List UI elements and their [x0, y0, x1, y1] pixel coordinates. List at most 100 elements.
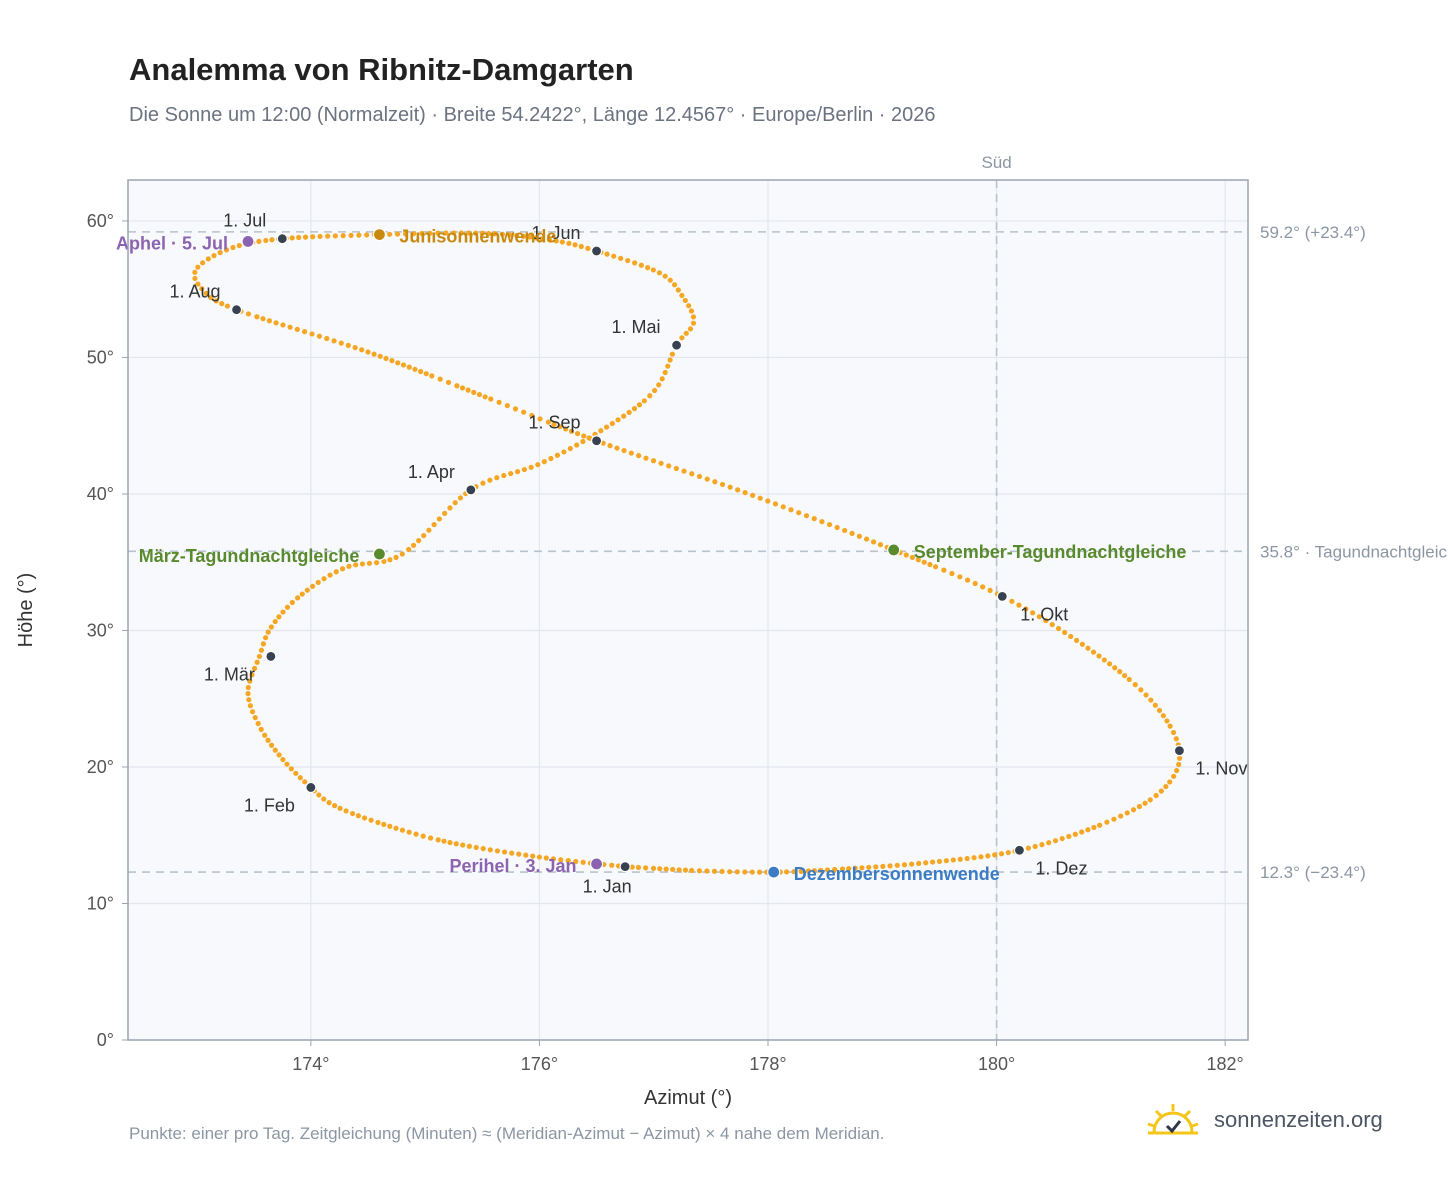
- daily-sun-position: [650, 865, 657, 871]
- daily-sun-position: [471, 389, 477, 395]
- daily-sun-position: [1074, 637, 1080, 643]
- daily-sun-position: [636, 453, 642, 459]
- daily-sun-position: [909, 554, 915, 561]
- daily-sun-position: [315, 579, 321, 586]
- daily-sun-position: [1049, 621, 1055, 628]
- daily-sun-position: [487, 847, 493, 853]
- daily-sun-position: [411, 231, 417, 237]
- south-label: Süd: [981, 153, 1011, 172]
- daily-sun-position: [492, 231, 498, 237]
- daily-sun-position: [1163, 783, 1169, 790]
- special-point-label: Dezembersonnenwende: [794, 864, 1000, 884]
- daily-sun-position: [877, 542, 884, 548]
- daily-sun-position: [530, 853, 536, 859]
- daily-sun-position: [565, 858, 571, 864]
- daily-sun-position: [950, 857, 956, 863]
- daily-sun-position: [811, 868, 818, 874]
- daily-sun-position: [223, 247, 230, 253]
- daily-sun-position: [719, 481, 726, 488]
- daily-sun-position: [681, 468, 687, 474]
- daily-sun-position: [507, 232, 513, 238]
- daily-sun-position: [818, 867, 824, 873]
- y-tick-label: 30°: [87, 620, 114, 640]
- daily-sun-position: [340, 233, 346, 239]
- daily-sun-position: [406, 829, 412, 835]
- daily-sun-position: [529, 412, 535, 419]
- month-marker: [1173, 745, 1186, 757]
- daily-sun-position: [402, 231, 409, 237]
- y-axis-label: Höhe (°): [15, 573, 37, 648]
- daily-sun-position: [1104, 819, 1110, 825]
- daily-sun-position: [466, 843, 472, 849]
- daily-sun-position: [626, 409, 632, 416]
- daily-sun-position: [978, 854, 984, 860]
- daily-sun-position: [337, 805, 343, 811]
- daily-sun-position: [230, 244, 236, 251]
- daily-sun-position: [1052, 838, 1059, 844]
- daily-sun-position: [628, 450, 634, 456]
- daily-sun-position: [254, 314, 260, 320]
- daily-sun-position: [1043, 618, 1049, 624]
- daily-sun-position: [406, 546, 412, 553]
- daily-sun-position: [208, 295, 214, 301]
- daily-sun-position: [333, 569, 339, 575]
- daily-sun-position: [949, 570, 955, 577]
- daily-sun-position: [521, 409, 527, 415]
- daily-sun-position: [1147, 797, 1153, 803]
- daily-sun-position: [581, 433, 587, 439]
- daily-sun-position: [927, 561, 933, 568]
- daily-sun-position: [466, 230, 472, 236]
- daily-sun-position: [460, 842, 466, 848]
- daily-sun-position: [331, 803, 338, 809]
- daily-sun-position: [636, 402, 643, 408]
- daily-sun-position: [798, 868, 804, 874]
- daily-sun-position: [568, 428, 575, 434]
- daily-sun-position: [909, 861, 915, 867]
- daily-sun-position: [880, 863, 886, 869]
- y-tick-label: 0°: [97, 1030, 114, 1050]
- daily-sun-position: [621, 413, 627, 419]
- daily-sun-position: [618, 255, 624, 261]
- special-points: Junisonnenwende Dezembersonnenwende März-T…: [116, 227, 1186, 884]
- daily-sun-position: [1173, 736, 1179, 742]
- daily-sun-position: [421, 532, 427, 539]
- daily-sun-position: [819, 519, 825, 525]
- daily-sun-position: [514, 232, 520, 239]
- daily-sun-position: [943, 858, 949, 864]
- daily-sun-position: [667, 277, 673, 283]
- daily-sun-position: [205, 256, 211, 262]
- daily-sun-position: [339, 566, 346, 572]
- daily-sun-position: [289, 235, 295, 241]
- daily-sun-position: [1142, 800, 1148, 806]
- daily-sun-position: [381, 821, 387, 827]
- daily-sun-position: [987, 587, 993, 593]
- daily-sun-position: [1085, 645, 1091, 651]
- daily-sun-position: [870, 539, 877, 545]
- daily-sun-position: [272, 747, 278, 753]
- daily-sun-position: [842, 527, 848, 534]
- daily-sun-position: [631, 406, 638, 412]
- daily-sun-position: [985, 853, 991, 859]
- daily-sun-position: [420, 833, 426, 839]
- brand[interactable]: sonnenzeiten.org: [1146, 1102, 1383, 1138]
- daily-sun-position: [509, 850, 515, 856]
- brand-name: sonnenzeiten.org: [1214, 1107, 1383, 1132]
- daily-sun-position: [873, 864, 879, 870]
- axes: 174° 176° 178° 180° 182° 0° 10° 20° 30° 40° 50° 60°: [87, 211, 1244, 1074]
- daily-sun-position: [839, 866, 846, 872]
- daily-sun-position: [247, 678, 253, 684]
- daily-sun-position: [452, 500, 458, 506]
- daily-sun-position: [1101, 657, 1107, 663]
- daily-sun-position: [246, 697, 252, 703]
- analemma-curve: [192, 230, 1183, 875]
- daily-sun-position: [200, 260, 206, 266]
- daily-sun-position: [297, 775, 303, 781]
- daily-sun-position: [574, 442, 580, 448]
- daily-sun-position: [1096, 653, 1102, 659]
- daily-sun-position: [657, 866, 663, 872]
- daily-sun-position: [435, 837, 441, 843]
- daily-sun-position: [453, 841, 459, 847]
- daily-sun-position: [894, 862, 900, 868]
- daily-sun-position: [263, 237, 269, 244]
- daily-sun-position: [203, 290, 209, 296]
